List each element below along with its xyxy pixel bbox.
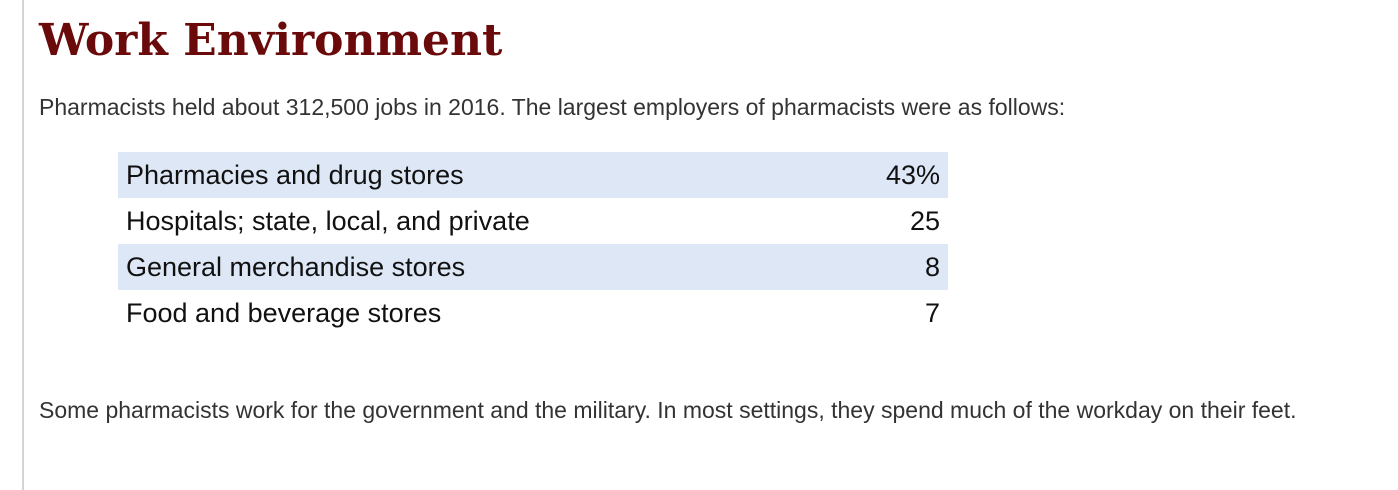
- employer-name: Pharmacies and drug stores: [118, 152, 772, 198]
- employers-table: Pharmacies and drug stores 43% Hospitals…: [118, 152, 948, 336]
- employer-name: General merchandise stores: [118, 244, 772, 290]
- table-row: Hospitals; state, local, and private 25: [118, 198, 948, 244]
- employer-share: 25: [909, 205, 940, 236]
- employer-share: 43%: [772, 152, 948, 198]
- section-title: Work Environment: [39, 15, 503, 66]
- employer-name: Food and beverage stores: [126, 297, 442, 328]
- table-row: General merchandise stores 8: [118, 244, 948, 290]
- employer-share: 8: [772, 244, 948, 290]
- left-border-rule: [22, 0, 24, 490]
- intro-paragraph: Pharmacists held about 312,500 jobs in 2…: [39, 94, 1066, 120]
- outro-paragraph: Some pharmacists work for the government…: [39, 397, 1297, 423]
- table-row: Pharmacies and drug stores 43%: [118, 152, 948, 198]
- employer-name: Hospitals; state, local, and private: [126, 205, 530, 236]
- employer-share: 7: [924, 297, 940, 328]
- table-row: Food and beverage stores 7: [118, 290, 948, 336]
